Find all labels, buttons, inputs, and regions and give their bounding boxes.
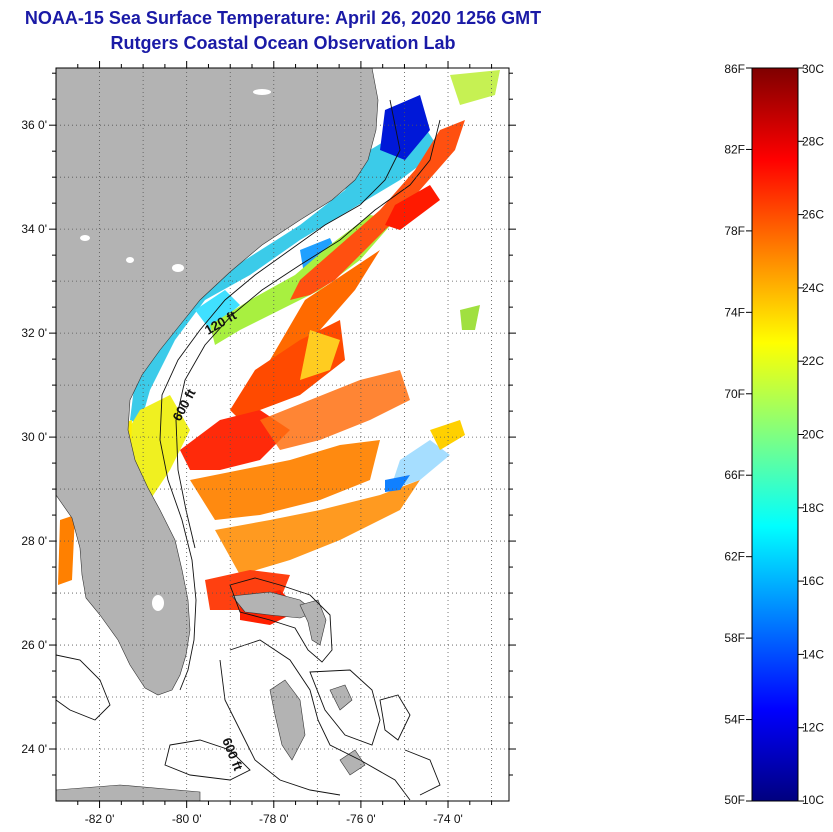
fahrenheit-label: 82F: [724, 142, 745, 156]
celsius-label: 12C: [802, 721, 824, 735]
longitude-labels: -82 0' -80 0' -78 0' -76 0' -74 0': [85, 812, 463, 826]
fahrenheit-label: 78F: [724, 224, 745, 238]
colorbar-gradient: [751, 67, 799, 802]
lat-label: 32 0': [21, 326, 47, 340]
celsius-label: 10C: [802, 793, 824, 807]
fahrenheit-label: 62F: [724, 550, 745, 564]
lat-label: 30 0': [21, 430, 47, 444]
lat-label: 26 0': [21, 638, 47, 652]
fahrenheit-label: 50F: [724, 793, 745, 807]
lakes: [80, 89, 271, 611]
fahrenheit-label: 58F: [724, 631, 745, 645]
fahrenheit-label: 66F: [724, 468, 745, 482]
celsius-label: 18C: [802, 501, 824, 515]
fahrenheit-label: 86F: [724, 62, 745, 76]
fahrenheit-labels: 86F 82F 78F 74F 70F 66F 62F 58F 54F 50F: [724, 62, 745, 807]
celsius-label: 24C: [802, 281, 824, 295]
sst-field: [58, 70, 500, 625]
celsius-label: 26C: [802, 208, 824, 222]
lat-label: 28 0': [21, 534, 47, 548]
fahrenheit-label: 74F: [724, 305, 745, 319]
celsius-label: 16C: [802, 574, 824, 588]
lon-label: -82 0': [85, 812, 115, 826]
lat-label: 36 0': [21, 118, 47, 132]
colorbar-ticks: [746, 67, 804, 802]
lon-label: -78 0': [259, 812, 289, 826]
lat-label: 24 0': [21, 742, 47, 756]
map-title: NOAA-15 Sea Surface Temperature: April 2…: [24, 8, 542, 28]
frame-ticks: [49, 61, 516, 808]
latitude-labels: 36 0' 34 0' 32 0' 30 0' 28 0' 26 0' 24 0': [21, 118, 47, 756]
celsius-labels: 30C 28C 26C 24C 22C 20C 18C 16C 14C 12C 10C: [802, 62, 824, 807]
map-frame: [55, 67, 510, 802]
celsius-label: 30C: [802, 62, 824, 76]
map-subtitle: Rutgers Coastal Ocean Observation Lab: [110, 33, 456, 53]
lon-label: -76 0': [346, 812, 376, 826]
depth-contours: [55, 99, 441, 801]
celsius-label: 20C: [802, 428, 824, 442]
land: [55, 67, 379, 802]
lon-label: -80 0': [172, 812, 202, 826]
fahrenheit-label: 54F: [724, 713, 745, 727]
lon-label: -74 0': [433, 812, 463, 826]
celsius-label: 22C: [802, 354, 824, 368]
fahrenheit-label: 70F: [724, 387, 745, 401]
celsius-label: 28C: [802, 134, 824, 148]
lat-label: 34 0': [21, 222, 47, 236]
celsius-label: 14C: [802, 647, 824, 661]
